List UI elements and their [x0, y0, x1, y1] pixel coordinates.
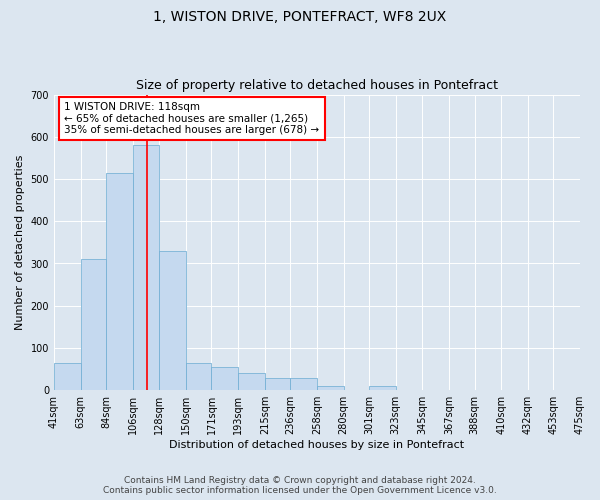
X-axis label: Distribution of detached houses by size in Pontefract: Distribution of detached houses by size …	[169, 440, 464, 450]
Text: 1 WISTON DRIVE: 118sqm
← 65% of detached houses are smaller (1,265)
35% of semi-: 1 WISTON DRIVE: 118sqm ← 65% of detached…	[64, 102, 320, 135]
Bar	[186, 363, 211, 390]
Bar	[80, 260, 106, 390]
Y-axis label: Number of detached properties: Number of detached properties	[15, 154, 25, 330]
Bar	[54, 363, 80, 390]
Bar	[265, 378, 290, 390]
Text: 1, WISTON DRIVE, PONTEFRACT, WF8 2UX: 1, WISTON DRIVE, PONTEFRACT, WF8 2UX	[154, 10, 446, 24]
Title: Size of property relative to detached houses in Pontefract: Size of property relative to detached ho…	[136, 79, 498, 92]
Bar	[290, 378, 317, 390]
Bar	[160, 251, 186, 390]
Bar	[106, 172, 133, 390]
Bar	[133, 145, 160, 390]
Text: Contains HM Land Registry data © Crown copyright and database right 2024.
Contai: Contains HM Land Registry data © Crown c…	[103, 476, 497, 495]
Bar	[317, 386, 344, 390]
Bar	[238, 374, 265, 390]
Bar	[369, 386, 396, 390]
Bar	[211, 367, 238, 390]
